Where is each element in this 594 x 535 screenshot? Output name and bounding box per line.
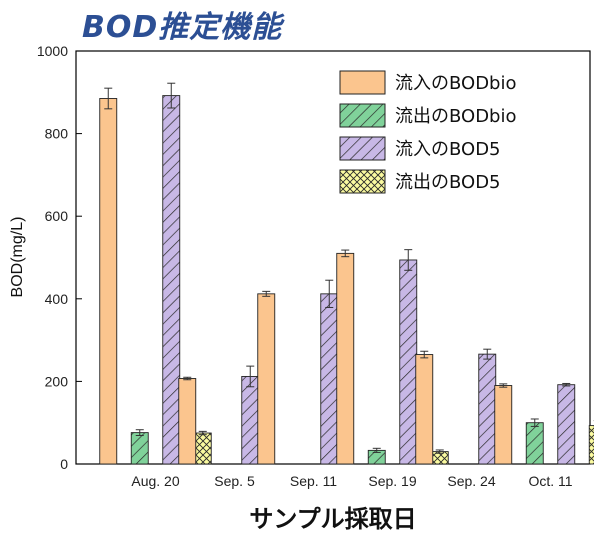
bar xyxy=(162,95,181,465)
legend-label: 流入のBODbio xyxy=(395,73,517,94)
bar xyxy=(415,354,434,465)
x-tick-label: Sep. 5 xyxy=(214,473,255,489)
y-tick-label: 800 xyxy=(45,126,69,142)
bar xyxy=(193,432,212,465)
bar xyxy=(478,353,497,465)
y-tick-label: 600 xyxy=(45,208,69,224)
bar xyxy=(130,432,149,465)
bar xyxy=(320,293,339,465)
legend-label: 流出のBODbio xyxy=(395,106,517,127)
y-tick-label: 0 xyxy=(60,456,68,472)
x-tick-label: Sep. 24 xyxy=(447,473,495,489)
bar xyxy=(336,252,355,465)
x-tick-label: Oct. 11 xyxy=(528,473,572,489)
bar xyxy=(241,375,260,465)
x-tick-label: Aug. 20 xyxy=(131,473,179,489)
bar xyxy=(588,425,594,465)
x-axis-title: サンプル採取日 xyxy=(249,505,416,533)
y-tick-label: 400 xyxy=(45,291,69,307)
y-tick-label: 200 xyxy=(45,373,69,389)
y-axis: 0 200 400 600 800 1000 xyxy=(37,43,82,472)
chart-title: BOD推定機能 xyxy=(82,10,283,45)
y-axis-title: BOD(mg/L) xyxy=(9,217,26,298)
bar xyxy=(557,384,576,465)
bars-group xyxy=(99,95,594,465)
bar xyxy=(399,259,418,465)
legend-label: 流出のBOD5 xyxy=(395,172,501,193)
bar xyxy=(99,98,118,465)
bar xyxy=(178,378,197,465)
legend-swatch xyxy=(339,136,386,161)
bar xyxy=(525,422,544,465)
bar xyxy=(257,293,276,465)
legend-swatch xyxy=(339,169,386,194)
legend-label: 流入のBOD5 xyxy=(395,139,501,160)
bar xyxy=(494,385,513,465)
y-tick-label: 1000 xyxy=(37,43,68,59)
legend-swatch xyxy=(339,103,386,128)
legend: 流入のBODbio 流出のBODbio 流入のBOD5 流出のBOD5 xyxy=(339,70,517,194)
x-tick-label: Sep. 11 xyxy=(290,473,337,489)
x-tick-label: Sep. 19 xyxy=(368,473,416,489)
x-axis: Aug. 20 Sep. 5 Sep. 11 Sep. 19 Sep. 24 Oct. 1… xyxy=(131,473,572,489)
legend-swatch xyxy=(339,70,386,95)
error-bars-group xyxy=(104,82,594,454)
